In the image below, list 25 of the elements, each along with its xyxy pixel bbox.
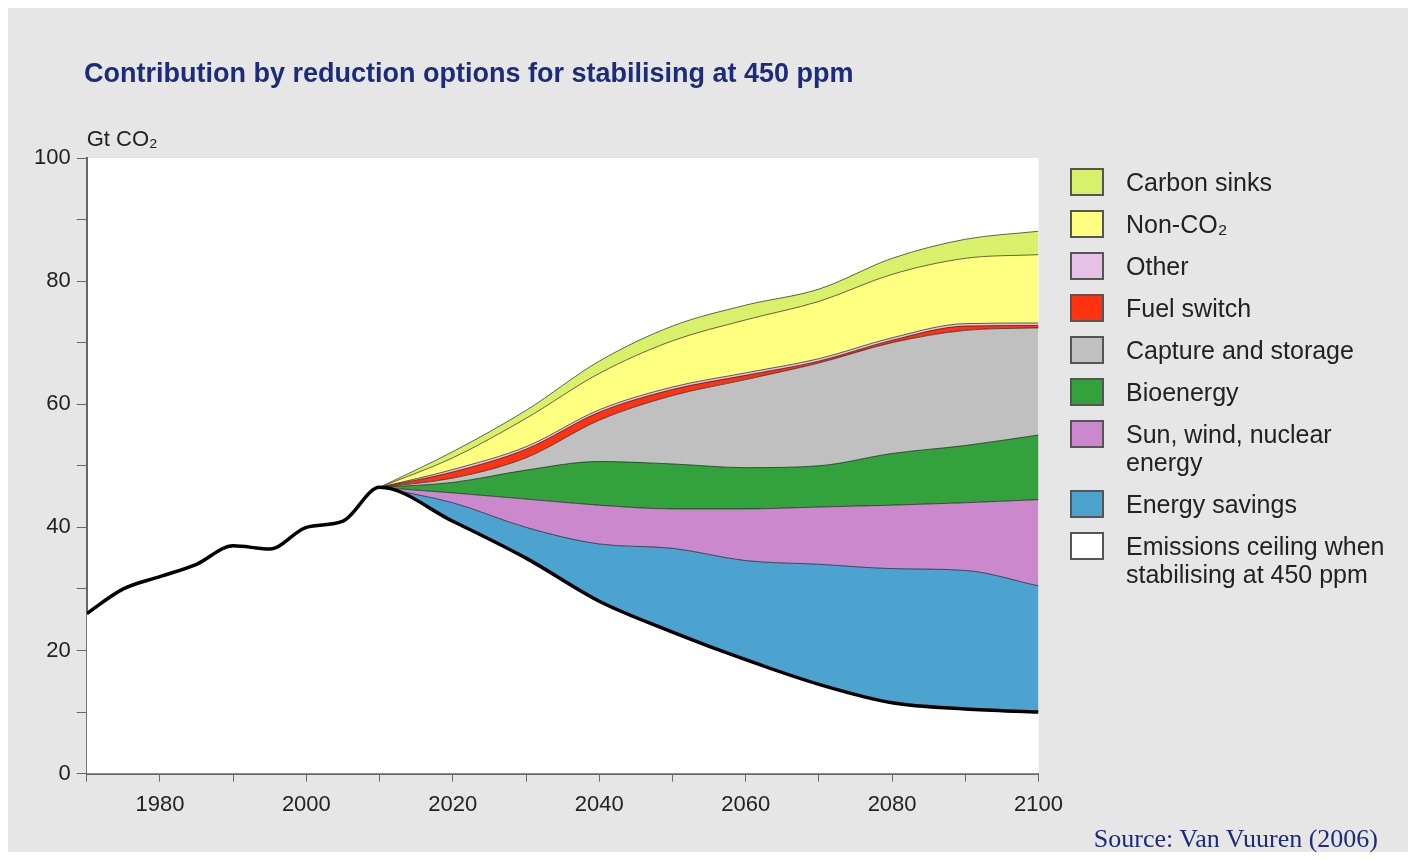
legend-label: Non-CO₂ bbox=[1126, 210, 1229, 238]
text: Emissions ceiling when stabilising at 450 ppm bbox=[1126, 532, 1386, 588]
y-tick-label: 40 bbox=[46, 513, 71, 539]
x-tick-label: 2000 bbox=[281, 790, 331, 816]
x-tick-label: 1980 bbox=[135, 790, 185, 816]
y-tick-label: 100 bbox=[33, 144, 71, 170]
y-tick-label: 80 bbox=[46, 267, 71, 293]
legend-label: Carbon sinks bbox=[1126, 168, 1273, 196]
legend-label: Fuel switch bbox=[1126, 294, 1253, 322]
y-tick-label: 60 bbox=[46, 390, 71, 416]
x-tick-label: 2020 bbox=[428, 790, 478, 816]
chart-title: Contribution by reduction options for stabilising at 450 ppm bbox=[84, 58, 854, 89]
legend-label: Sun, wind, nuclear energy bbox=[1126, 420, 1333, 476]
legend-label: Bioenergy bbox=[1126, 378, 1240, 406]
x-tick-label: 2060 bbox=[721, 790, 771, 816]
y-tick-label: 20 bbox=[46, 636, 71, 662]
y-tick-label: 0 bbox=[58, 759, 71, 785]
x-tick-label: 2040 bbox=[574, 790, 624, 816]
x-tick-label: 2080 bbox=[867, 790, 917, 816]
legend-label: Energy savings bbox=[1126, 490, 1298, 518]
source-note: Source: Van Vuuren (2006) bbox=[1093, 824, 1378, 854]
legend-label: Other bbox=[1126, 252, 1190, 280]
legend-label: Capture and storage bbox=[1126, 336, 1355, 364]
x-tick-label: 2100 bbox=[1014, 790, 1064, 816]
y-axis-title: Gt CO₂ bbox=[86, 126, 158, 151]
